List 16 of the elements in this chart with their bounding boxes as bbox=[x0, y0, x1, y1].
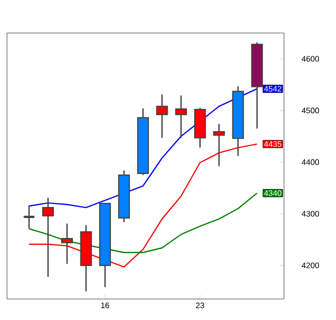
y-tick-label: 4200 bbox=[302, 262, 320, 268]
data-label: 4542 bbox=[264, 86, 282, 92]
y-tick-label: 4600 bbox=[302, 56, 320, 62]
candlestick bbox=[22, 204, 36, 230]
candlestick bbox=[156, 94, 168, 138]
x-tick-label: 23 bbox=[196, 302, 204, 308]
y-tick-label: 4500 bbox=[302, 108, 320, 114]
data-label: 4435 bbox=[264, 141, 282, 147]
candlestick bbox=[175, 94, 187, 138]
data-label: 4340 bbox=[264, 190, 282, 196]
line-series bbox=[28, 143, 258, 268]
y-tick-label: 4300 bbox=[302, 210, 320, 217]
candlestick bbox=[61, 222, 73, 265]
line-series bbox=[28, 192, 258, 254]
x-tick-label: 16 bbox=[101, 302, 110, 308]
y-tick-label: 4400 bbox=[302, 159, 320, 165]
